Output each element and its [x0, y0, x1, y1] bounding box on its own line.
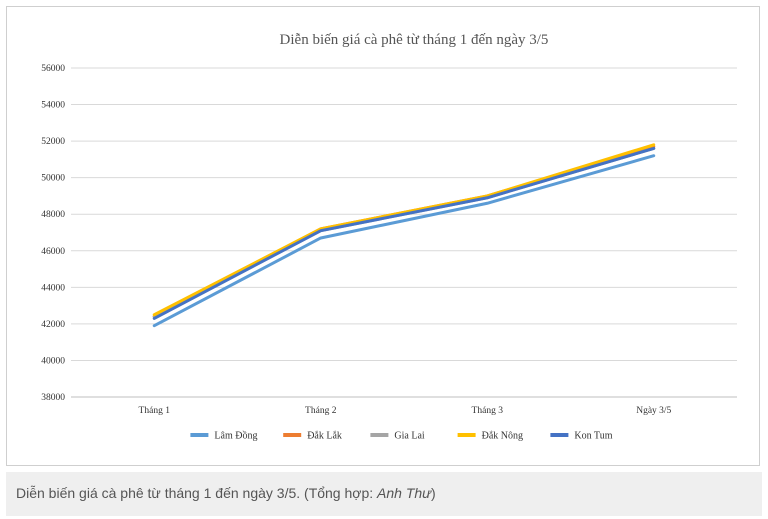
- legend-label: Lâm Đồng: [214, 431, 257, 442]
- y-tick-label: 42000: [41, 320, 65, 330]
- legend-label: Đắk Nông: [482, 431, 523, 442]
- legend-label: Gia Lai: [394, 431, 424, 442]
- x-tick-label: Tháng 1: [139, 406, 171, 416]
- chart-title: Diễn biến giá cà phê từ tháng 1 đến ngày…: [280, 32, 549, 48]
- y-tick-label: 40000: [41, 356, 65, 366]
- y-tick-label: 38000: [41, 393, 65, 403]
- x-tick-label: Tháng 3: [472, 406, 504, 416]
- figure-caption: Diễn biến giá cà phê từ tháng 1 đến ngày…: [6, 472, 762, 516]
- series-line: [152, 154, 656, 328]
- x-tick-label: Ngày 3/5: [636, 406, 671, 416]
- caption-author: Anh Thư: [377, 485, 432, 501]
- series-line: [152, 146, 656, 319]
- y-tick-label: 54000: [41, 101, 65, 111]
- y-tick-label: 44000: [41, 283, 65, 293]
- series-line: [152, 143, 656, 317]
- legend-label: Đắk Lắk: [307, 431, 342, 442]
- y-tick-label: 52000: [41, 137, 65, 147]
- series-line: [152, 146, 656, 320]
- legend-label: Kon Tum: [574, 431, 612, 442]
- x-tick-label: Tháng 2: [305, 406, 337, 416]
- caption-text: Diễn biến giá cà phê từ tháng 1 đến ngày…: [16, 485, 378, 501]
- y-tick-label: 46000: [41, 247, 65, 257]
- y-tick-label: 48000: [41, 210, 65, 220]
- y-tick-label: 50000: [41, 174, 65, 184]
- caption-suffix: ): [431, 485, 436, 501]
- y-tick-label: 56000: [41, 64, 65, 74]
- coffee-price-line-chart: Diễn biến giá cà phê từ tháng 1 đến ngày…: [41, 32, 737, 442]
- chart-frame: Diễn biến giá cà phê từ tháng 1 đến ngày…: [6, 6, 760, 466]
